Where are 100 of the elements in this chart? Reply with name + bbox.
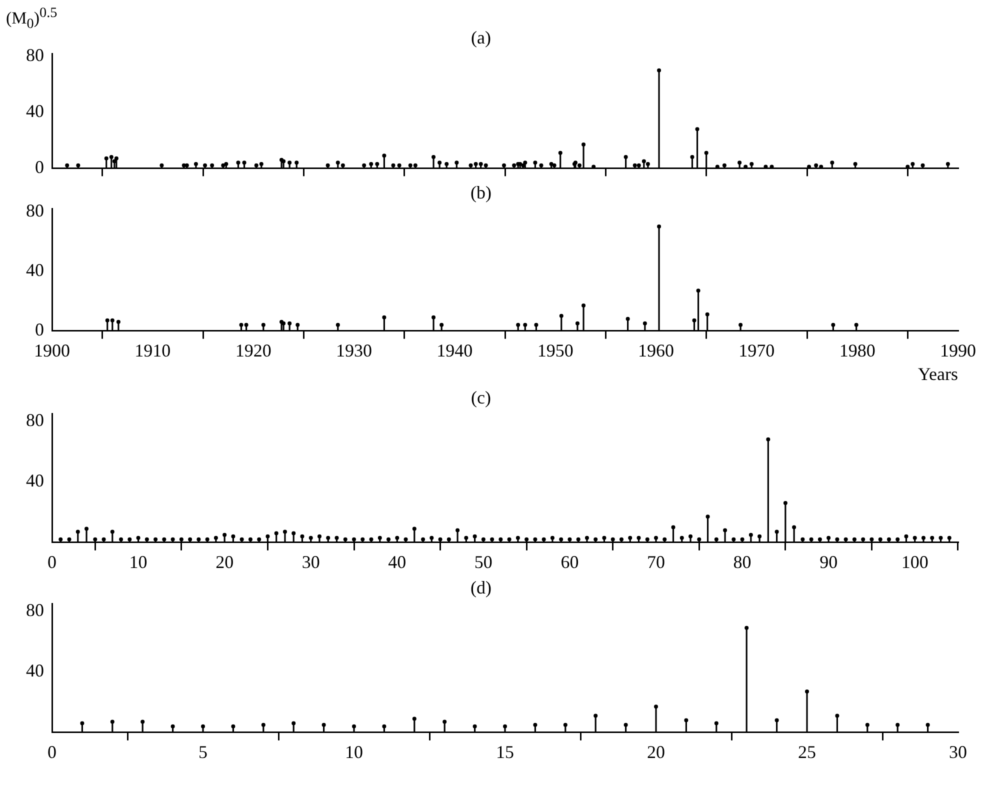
point bbox=[288, 321, 292, 326]
point bbox=[624, 722, 628, 727]
point bbox=[654, 704, 658, 709]
x-tick-label: 90 bbox=[820, 552, 838, 572]
x-tick-label: 1990 bbox=[940, 340, 976, 360]
x-tick-label: 50 bbox=[474, 552, 492, 572]
point bbox=[926, 722, 930, 727]
y-tick-label: 80 bbox=[26, 45, 44, 66]
point bbox=[336, 322, 340, 327]
point bbox=[835, 714, 840, 718]
point bbox=[705, 312, 710, 316]
point bbox=[239, 322, 244, 327]
point bbox=[714, 721, 718, 726]
point bbox=[80, 721, 84, 726]
point bbox=[440, 322, 444, 327]
point bbox=[244, 322, 248, 327]
point bbox=[382, 315, 386, 320]
y-tick-label: 40 bbox=[26, 660, 44, 681]
point bbox=[296, 322, 300, 327]
x-tick-label: 1950 bbox=[537, 340, 574, 360]
y-tick-label: 0 bbox=[35, 320, 44, 340]
y-axis-title: (M$_{0}$)$^{0.5}$ bbox=[5, 4, 58, 32]
point bbox=[105, 318, 110, 322]
point bbox=[738, 322, 743, 327]
point bbox=[831, 322, 836, 327]
point bbox=[854, 322, 858, 327]
x-tick-label: 80 bbox=[733, 552, 752, 572]
y-tick-label: 80 bbox=[26, 600, 44, 620]
point bbox=[774, 718, 779, 722]
x-tick-label: 1900 bbox=[34, 340, 70, 360]
y-tick-label: 0 bbox=[35, 156, 44, 177]
x-tick-label: 15 bbox=[496, 742, 514, 762]
point bbox=[201, 724, 205, 728]
point bbox=[563, 722, 568, 727]
point bbox=[472, 724, 477, 728]
x-tick-label: 30 bbox=[302, 552, 320, 572]
x-tick-label: 30 bbox=[949, 742, 967, 762]
point bbox=[261, 322, 266, 327]
x-tick-label: 60 bbox=[560, 552, 579, 572]
point bbox=[805, 689, 809, 694]
x-tick-label: 1940 bbox=[436, 340, 473, 360]
point bbox=[170, 724, 175, 728]
point bbox=[412, 716, 416, 721]
point bbox=[582, 303, 586, 308]
point bbox=[744, 626, 749, 630]
point bbox=[110, 720, 114, 724]
x-tick-label: 10 bbox=[129, 552, 148, 572]
y-tick-label: 40 bbox=[26, 260, 44, 280]
point bbox=[116, 320, 120, 324]
point bbox=[575, 321, 580, 326]
point bbox=[382, 724, 386, 728]
y-tick-label: 40 bbox=[26, 470, 44, 491]
y-tick-label: 80 bbox=[26, 200, 44, 220]
x-tick-label: 1910 bbox=[134, 340, 171, 360]
point bbox=[692, 318, 696, 322]
x-tick-label: 1920 bbox=[235, 340, 272, 360]
point bbox=[523, 322, 528, 327]
point bbox=[696, 288, 700, 293]
x-tick-label: 70 bbox=[647, 552, 665, 572]
x-tick-label: 5 bbox=[198, 742, 208, 762]
point bbox=[503, 724, 507, 728]
x-tick-label: 100 bbox=[901, 552, 928, 572]
point bbox=[533, 722, 538, 727]
x-tick-label: 20 bbox=[216, 552, 234, 572]
x-tick-label: 1980 bbox=[839, 340, 876, 360]
point bbox=[865, 722, 870, 727]
x-axis-title: Years bbox=[918, 364, 958, 384]
point bbox=[352, 724, 356, 728]
chart-title: (d) bbox=[470, 578, 492, 598]
point bbox=[559, 314, 564, 318]
point bbox=[626, 316, 630, 321]
point bbox=[261, 722, 266, 727]
point bbox=[231, 724, 236, 728]
x-tick-label: 1960 bbox=[638, 340, 674, 360]
chart-title: (c) bbox=[471, 388, 491, 408]
x-tick-label: 1970 bbox=[738, 340, 775, 360]
chart-title: (a) bbox=[471, 28, 491, 48]
point bbox=[516, 322, 520, 327]
point bbox=[657, 224, 662, 228]
point bbox=[594, 714, 598, 718]
x-tick-label: 0 bbox=[48, 552, 56, 572]
point bbox=[534, 322, 538, 327]
x-tick-label: 1930 bbox=[336, 340, 372, 360]
point bbox=[322, 722, 326, 727]
x-tick-label: 40 bbox=[388, 552, 406, 572]
point bbox=[110, 318, 114, 322]
x-tick-label: 20 bbox=[647, 742, 665, 762]
x-tick-label: 0 bbox=[48, 742, 56, 762]
chart-title: (b) bbox=[470, 182, 492, 203]
point bbox=[896, 722, 900, 727]
point bbox=[432, 315, 436, 320]
y-tick-label: 80 bbox=[26, 410, 44, 430]
x-tick-label: 25 bbox=[798, 742, 816, 762]
point bbox=[684, 718, 688, 722]
point bbox=[140, 720, 145, 724]
point bbox=[292, 721, 296, 726]
point bbox=[642, 321, 647, 326]
y-tick-label: 40 bbox=[26, 101, 44, 122]
x-tick-label: 10 bbox=[345, 742, 363, 762]
point bbox=[442, 720, 447, 724]
